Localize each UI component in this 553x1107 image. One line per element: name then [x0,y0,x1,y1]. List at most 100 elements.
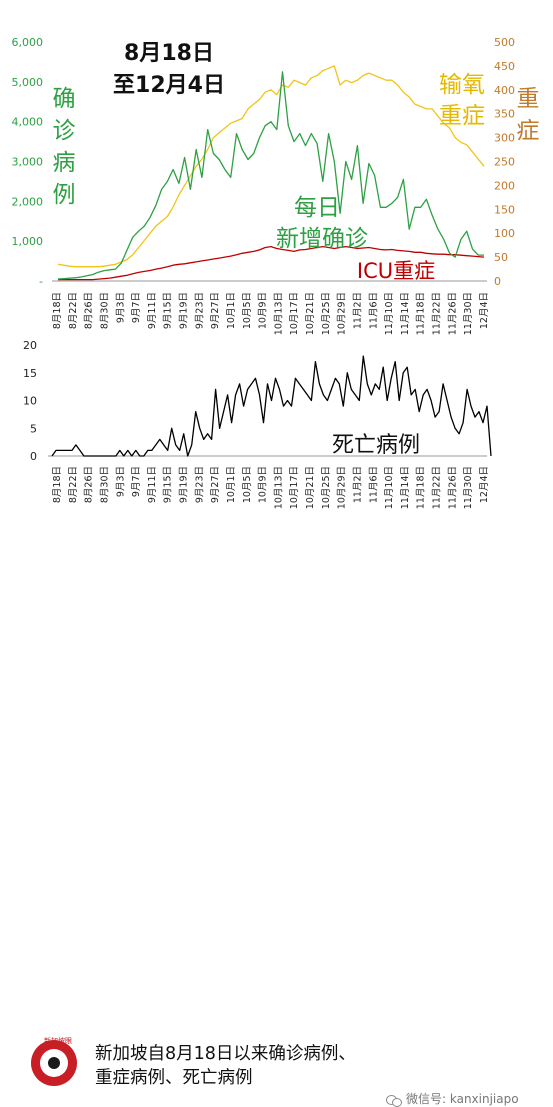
right-tick-label: 250 [494,156,515,169]
x-tick-label: 11月2日 [353,292,364,329]
left-axis-label: 诊 [53,118,76,144]
left-tick-label: 3,000 [12,156,44,169]
y-tick-label: 5 [30,422,37,435]
caption-line-2: 重症病例、死亡病例 [95,1068,253,1088]
x-tick-label: 8月22日 [68,292,79,329]
x-tick-label: 10月25日 [321,292,332,335]
right-axis-label: 重 [517,86,540,112]
x-tick-label: 10月29日 [337,292,348,335]
x-tick-label: 11月18日 [416,466,427,509]
x-tick-label: 11月30日 [463,292,474,335]
x-tick-label: 9月3日 [115,292,126,323]
series-line-oxygen [57,65,485,268]
right-axis-label: 症 [517,118,540,144]
x-tick-label: 9月11日 [147,292,158,329]
x-tick-label: 10月17日 [289,466,300,509]
left-tick-label: 5,000 [12,76,44,89]
series-label-oxygen-severe: 重症 [439,103,485,129]
left-tick-label: 6,000 [12,36,44,49]
x-tick-label: 10月5日 [242,466,253,503]
x-tick-label: 9月15日 [163,292,174,329]
left-tick-label: 2,000 [12,195,44,208]
wechat-label: 微信号: kanxinjiapo [406,1092,519,1106]
right-tick-label: 500 [494,36,515,49]
chart-canvas: -1,0002,0003,0004,0005,0006,000050100150… [12,36,540,509]
series-label-oxygen: 输氧 [439,72,485,98]
x-tick-label: 9月23日 [194,466,205,503]
x-tick-label: 10月17日 [289,292,300,335]
left-tick-label: 1,000 [12,235,44,248]
brand-logo-icon [31,1040,77,1086]
right-tick-label: 0 [494,275,501,288]
right-tick-label: 150 [494,203,515,216]
x-tick-label: 10月25日 [321,466,332,509]
x-tick-label: 11月22日 [432,292,443,335]
x-tick-label: 11月10日 [384,292,395,335]
x-tick-label: 9月19日 [179,466,190,503]
x-tick-label: 9月3日 [115,466,126,497]
y-tick-label: 20 [23,339,37,352]
x-tick-label: 9月7日 [131,292,142,323]
chart-title: 8月18日 [124,41,214,66]
series-line-daily-cases [57,71,484,280]
x-tick-label: 11月26日 [447,292,458,335]
left-axis-label: 例 [53,182,76,208]
x-tick-label: 9月11日 [147,466,158,503]
series-line-deaths [51,355,492,457]
series-label-icu: ICU重症 [357,259,435,283]
wechat-icon [386,1094,402,1107]
series-label-deaths: 死亡病例 [332,433,420,458]
left-axis-label: 病 [53,150,76,176]
x-tick-label: 8月22日 [68,466,79,503]
x-tick-label: 10月13日 [273,466,284,509]
x-tick-label: 11月10日 [384,466,395,509]
wechat-id: 微信号: kanxinjiapo [386,1090,519,1107]
x-tick-label: 8月26日 [84,292,95,329]
x-tick-label: 8月18日 [52,466,63,503]
x-tick-label: 8月30日 [99,466,110,503]
x-tick-label: 10月29日 [337,466,348,509]
x-tick-label: 10月21日 [305,292,316,335]
x-tick-label: 9月19日 [179,292,190,329]
x-tick-label: 11月6日 [368,466,379,503]
x-tick-label: 11月18日 [416,292,427,335]
right-tick-label: 450 [494,60,515,73]
x-tick-label: 10月13日 [273,292,284,335]
x-tick-label: 10月1日 [226,292,237,329]
right-tick-label: 100 [494,227,515,240]
caption-line-1: 新加坡自8月18日以来确诊病例、 [95,1044,356,1064]
x-tick-label: 10月1日 [226,466,237,503]
series-label-daily-cases: 新增确诊 [276,226,368,252]
right-tick-label: 50 [494,251,508,264]
brand-logo-text: 新加坡眼 [44,1037,72,1045]
x-tick-label: 10月9日 [258,466,269,503]
x-tick-label: 12月4日 [479,466,490,503]
series-line-icu [58,245,485,281]
x-tick-label: 11月22日 [432,466,443,509]
left-tick-label: - [39,275,43,288]
left-axis-label: 确 [53,86,76,112]
x-tick-label: 10月9日 [258,292,269,329]
left-tick-label: 4,000 [12,116,44,129]
x-tick-label: 10月21日 [305,466,316,509]
y-tick-label: 0 [30,450,37,463]
right-tick-label: 300 [494,132,515,145]
y-tick-label: 15 [23,367,37,380]
right-tick-label: 400 [494,84,515,97]
x-tick-label: 8月30日 [99,292,110,329]
x-tick-label: 11月2日 [353,466,364,503]
x-tick-label: 9月27日 [210,466,221,503]
x-tick-label: 9月15日 [163,466,174,503]
right-tick-label: 350 [494,108,515,121]
y-tick-label: 10 [23,395,37,408]
x-tick-label: 10月5日 [242,292,253,329]
footer: 新加坡眼 新加坡自8月18日以来确诊病例、 重症病例、死亡病例 微信号: kan… [0,515,553,1107]
x-tick-label: 8月26日 [84,466,95,503]
caption: 新加坡自8月18日以来确诊病例、 重症病例、死亡病例 [95,1042,425,1090]
x-tick-label: 11月6日 [368,292,379,329]
x-tick-label: 11月14日 [400,466,411,509]
series-label-daily-cases: 每日 [294,195,340,221]
right-tick-label: 200 [494,179,515,192]
x-tick-label: 11月26日 [447,466,458,509]
chart-title: 至12月4日 [113,73,225,98]
